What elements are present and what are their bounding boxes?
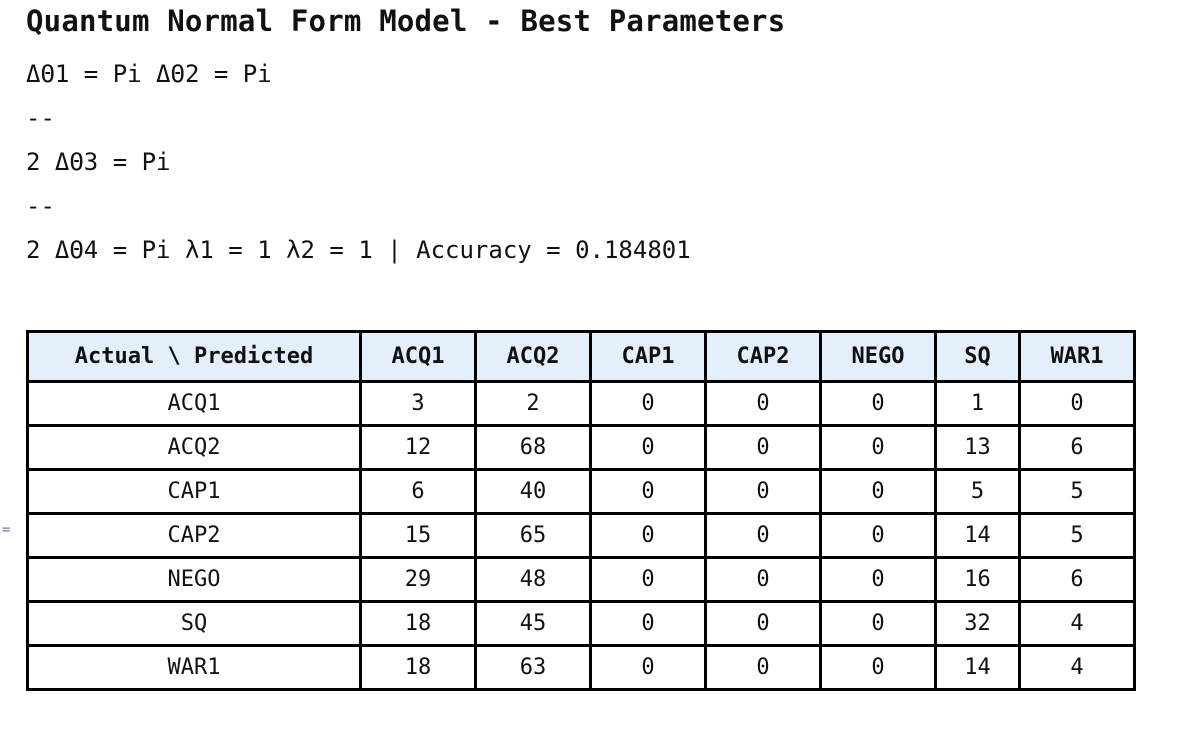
parameter-line-1: ΔΘ1 = Pi ΔΘ2 = Pi: [26, 60, 272, 88]
parameter-line-5: 2 ΔΘ4 = Pi λ1 = 1 λ2 = 1 | Accuracy = 0.…: [26, 236, 691, 264]
column-header: CAP2: [704, 330, 822, 383]
table-cell: WAR1: [26, 644, 362, 691]
column-header: CAP1: [589, 330, 707, 383]
parameter-line-3: 2 ΔΘ3 = Pi: [26, 148, 171, 176]
table-row: WAR1 18 63 0 0 0 14 4: [26, 644, 1136, 691]
table-row: NEGO 29 48 0 0 0 16 6: [26, 556, 1136, 603]
table-cell: 4: [1018, 600, 1136, 647]
table-cell: 0: [589, 468, 707, 515]
table-cell: 14: [934, 512, 1021, 559]
table-cell: 63: [474, 644, 592, 691]
column-header: ACQ1: [359, 330, 477, 383]
table-cell: 0: [589, 380, 707, 427]
table-cell: 6: [1018, 556, 1136, 603]
table-cell: 16: [934, 556, 1021, 603]
confusion-matrix-table: Actual \ Predicted ACQ1 ACQ2 CAP1 CAP2 N…: [26, 330, 1136, 691]
table-cell: 14: [934, 644, 1021, 691]
table-cell: 5: [1018, 468, 1136, 515]
table-cell: 1: [934, 380, 1021, 427]
table-cell: 68: [474, 424, 592, 471]
table-cell: 0: [589, 556, 707, 603]
table-cell: 0: [589, 600, 707, 647]
table-cell: 65: [474, 512, 592, 559]
table-cell: 0: [589, 512, 707, 559]
table-cell: 32: [934, 600, 1021, 647]
parameter-line-4: --: [26, 192, 55, 220]
table-cell: CAP2: [26, 512, 362, 559]
page-title: Quantum Normal Form Model - Best Paramet…: [26, 4, 786, 38]
table-cell: 12: [359, 424, 477, 471]
table-cell: 13: [934, 424, 1021, 471]
column-header: ACQ2: [474, 330, 592, 383]
column-header: NEGO: [819, 330, 937, 383]
table-cell: 0: [589, 424, 707, 471]
table-cell: 0: [819, 468, 937, 515]
table-cell: 0: [704, 600, 822, 647]
table-cell: 4: [1018, 644, 1136, 691]
table-row: CAP2 15 65 0 0 0 14 5: [26, 512, 1136, 559]
table-cell: 0: [704, 424, 822, 471]
column-header: Actual \ Predicted: [26, 330, 362, 383]
column-header: WAR1: [1018, 330, 1136, 383]
table-cell: SQ: [26, 600, 362, 647]
table-cell: NEGO: [26, 556, 362, 603]
table-cell: 3: [359, 380, 477, 427]
parameter-line-2: --: [26, 104, 55, 132]
table-cell: 18: [359, 644, 477, 691]
table-cell: 5: [1018, 512, 1136, 559]
table-cell: 6: [1018, 424, 1136, 471]
table-cell: 0: [819, 512, 937, 559]
table-cell: 0: [1018, 380, 1136, 427]
table-row: CAP1 6 40 0 0 0 5 5: [26, 468, 1136, 515]
table-cell: CAP1: [26, 468, 362, 515]
table-cell: ACQ1: [26, 380, 362, 427]
table-row: ACQ1 3 2 0 0 0 1 0: [26, 380, 1136, 427]
column-header: SQ: [934, 330, 1021, 383]
table-cell: 0: [704, 380, 822, 427]
table-cell: 0: [819, 380, 937, 427]
table-cell: 45: [474, 600, 592, 647]
table-cell: ACQ2: [26, 424, 362, 471]
table-cell: 0: [589, 644, 707, 691]
table-cell: 48: [474, 556, 592, 603]
table-cell: 0: [819, 556, 937, 603]
table-cell: 18: [359, 600, 477, 647]
table-cell: 0: [704, 556, 822, 603]
table-header-row: Actual \ Predicted ACQ1 ACQ2 CAP1 CAP2 N…: [26, 330, 1136, 383]
table-cell: 0: [704, 644, 822, 691]
output-cell-marker[interactable]: =: [2, 522, 11, 538]
table-row: ACQ2 12 68 0 0 0 13 6: [26, 424, 1136, 471]
table-cell: 40: [474, 468, 592, 515]
table-cell: 2: [474, 380, 592, 427]
table-cell: 5: [934, 468, 1021, 515]
table-cell: 0: [819, 644, 937, 691]
table-cell: 6: [359, 468, 477, 515]
table-cell: 0: [819, 600, 937, 647]
table-row: SQ 18 45 0 0 0 32 4: [26, 600, 1136, 647]
table-cell: 0: [704, 512, 822, 559]
table-cell: 29: [359, 556, 477, 603]
table-cell: 15: [359, 512, 477, 559]
table-cell: 0: [819, 424, 937, 471]
table-cell: 0: [704, 468, 822, 515]
